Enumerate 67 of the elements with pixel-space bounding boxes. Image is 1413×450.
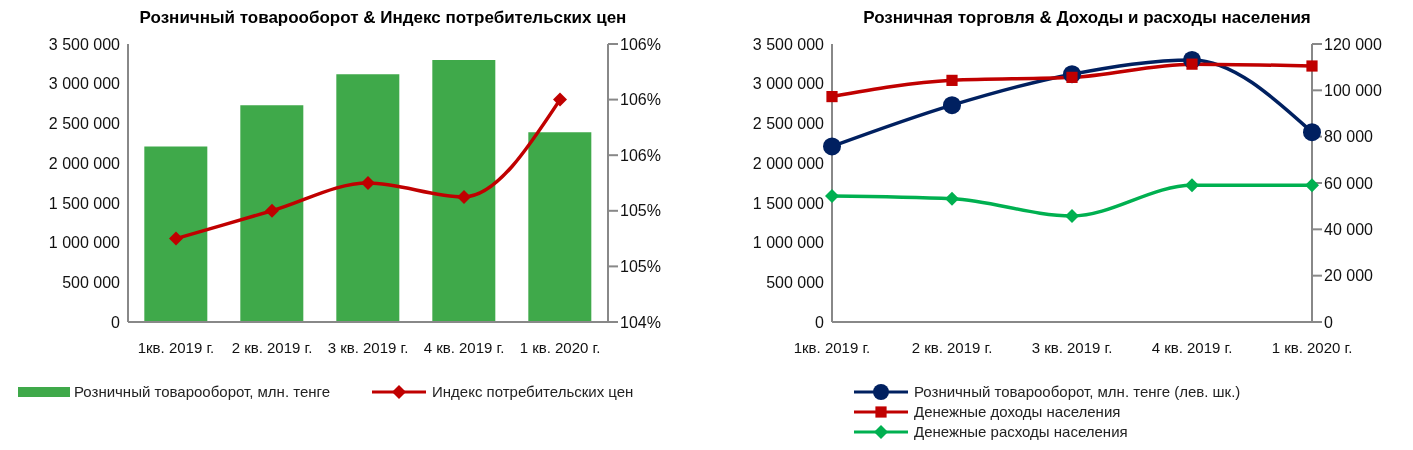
point bbox=[1185, 178, 1199, 193]
bar bbox=[336, 74, 400, 322]
y2-tick-label: 120 000 bbox=[1324, 35, 1382, 53]
point bbox=[1306, 60, 1318, 72]
y-tick-label: 1 500 000 bbox=[752, 194, 825, 212]
bar bbox=[240, 105, 304, 322]
x-tick-label: 1 кв. 2020 г. bbox=[519, 338, 601, 356]
bar bbox=[432, 59, 496, 322]
y-tick-label: 2 000 000 bbox=[752, 154, 825, 172]
y-tick-label: 3 000 000 bbox=[752, 75, 825, 93]
y2-tick-label: 60 000 bbox=[1324, 174, 1374, 192]
bar bbox=[144, 146, 208, 322]
point bbox=[1065, 208, 1079, 223]
y-tick-label: 3 500 000 bbox=[752, 35, 825, 53]
y-tick-label: 2 500 000 bbox=[48, 115, 121, 133]
x-tick-label: 4 кв. 2019 г. bbox=[423, 338, 505, 356]
y-tick-label: 0 bbox=[111, 313, 121, 331]
x-tick-label: 3 кв. 2019 г. bbox=[327, 338, 409, 356]
chart-title: Розничная торговля & Доходы и расходы населения bbox=[862, 8, 1312, 29]
y-tick-label: 1 000 000 bbox=[752, 234, 825, 252]
y2-tick-label: 106% bbox=[620, 146, 661, 164]
x-tick-label: 2 кв. 2019 г. bbox=[231, 338, 313, 356]
y-tick-label: 500 000 bbox=[62, 273, 121, 291]
x-tick-label: 1 кв. 2020 г. bbox=[1271, 338, 1353, 356]
point bbox=[361, 176, 375, 190]
legend-label: Розничный товарооборот, млн. тенге bbox=[74, 382, 331, 402]
point bbox=[169, 231, 183, 246]
y-tick-label: 2 500 000 bbox=[752, 115, 825, 133]
y-tick-label: 500 000 bbox=[766, 273, 825, 291]
point bbox=[265, 203, 279, 218]
y-tick-label: 3 000 000 bbox=[48, 75, 121, 93]
point bbox=[825, 188, 839, 203]
legend-label: Денежные расходы населения bbox=[914, 422, 1128, 442]
x-tick-label: 1кв. 2019 г. bbox=[793, 338, 871, 356]
y-tick-label: 3 500 000 bbox=[48, 35, 121, 53]
point bbox=[823, 137, 841, 156]
y2-tick-label: 20 000 bbox=[1324, 267, 1374, 285]
y-tick-label: 2 000 000 bbox=[48, 154, 121, 172]
x-tick-label: 4 кв. 2019 г. bbox=[1151, 338, 1233, 356]
y2-tick-label: 40 000 bbox=[1324, 221, 1374, 239]
y-tick-label: 1 500 000 bbox=[48, 194, 121, 212]
y2-tick-label: 106% bbox=[620, 35, 661, 53]
legend-label: Денежные доходы населения bbox=[914, 402, 1121, 422]
point bbox=[553, 92, 567, 107]
legend-label: Индекс потребительских цен bbox=[432, 382, 634, 402]
bar bbox=[528, 132, 592, 322]
y2-tick-label: 104% bbox=[620, 313, 661, 331]
y2-tick-label: 105% bbox=[620, 258, 661, 276]
point bbox=[457, 189, 471, 204]
y2-tick-label: 105% bbox=[620, 202, 661, 220]
y2-tick-label: 100 000 bbox=[1324, 82, 1382, 100]
x-tick-label: 3 кв. 2019 г. bbox=[1031, 338, 1113, 356]
y-tick-label: 1 000 000 bbox=[48, 234, 121, 252]
point bbox=[1305, 178, 1319, 193]
point bbox=[946, 74, 958, 86]
y2-tick-label: 80 000 bbox=[1324, 128, 1374, 146]
point bbox=[1303, 123, 1321, 142]
x-tick-label: 2 кв. 2019 г. bbox=[911, 338, 993, 356]
y2-tick-label: 106% bbox=[620, 91, 661, 109]
point bbox=[943, 96, 961, 115]
point bbox=[826, 90, 838, 103]
y2-tick-label: 0 bbox=[1324, 313, 1333, 331]
y-tick-label: 0 bbox=[815, 313, 825, 331]
point bbox=[945, 191, 959, 206]
x-tick-label: 1кв. 2019 г. bbox=[137, 338, 215, 356]
chart-title: Розничный товарооборот & Индекс потребительских цен bbox=[138, 8, 628, 29]
legend-label: Розничный товарооборот, млн. тенге (лев. шк.) bbox=[914, 382, 1241, 402]
